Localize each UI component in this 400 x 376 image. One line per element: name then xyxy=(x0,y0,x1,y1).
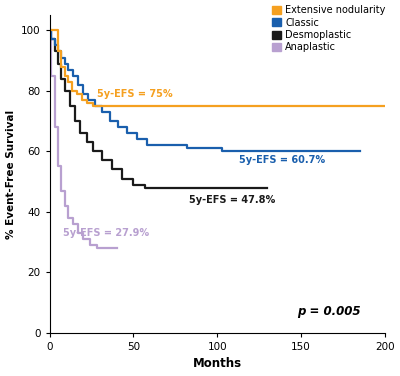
Text: 5y-EFS = 60.7%: 5y-EFS = 60.7% xyxy=(239,155,325,165)
Text: p = 0.005: p = 0.005 xyxy=(298,305,361,318)
Y-axis label: % Event-Free Survival: % Event-Free Survival xyxy=(6,109,16,239)
X-axis label: Months: Months xyxy=(193,358,242,370)
Text: 5y-EFS = 75%: 5y-EFS = 75% xyxy=(97,89,172,99)
Legend: Extensive nodularity, Classic, Desmoplastic, Anaplastic: Extensive nodularity, Classic, Desmoplas… xyxy=(272,4,386,53)
Text: 5y-EFS = 27.9%: 5y-EFS = 27.9% xyxy=(63,228,149,238)
Text: 5y-EFS = 47.8%: 5y-EFS = 47.8% xyxy=(189,195,275,205)
